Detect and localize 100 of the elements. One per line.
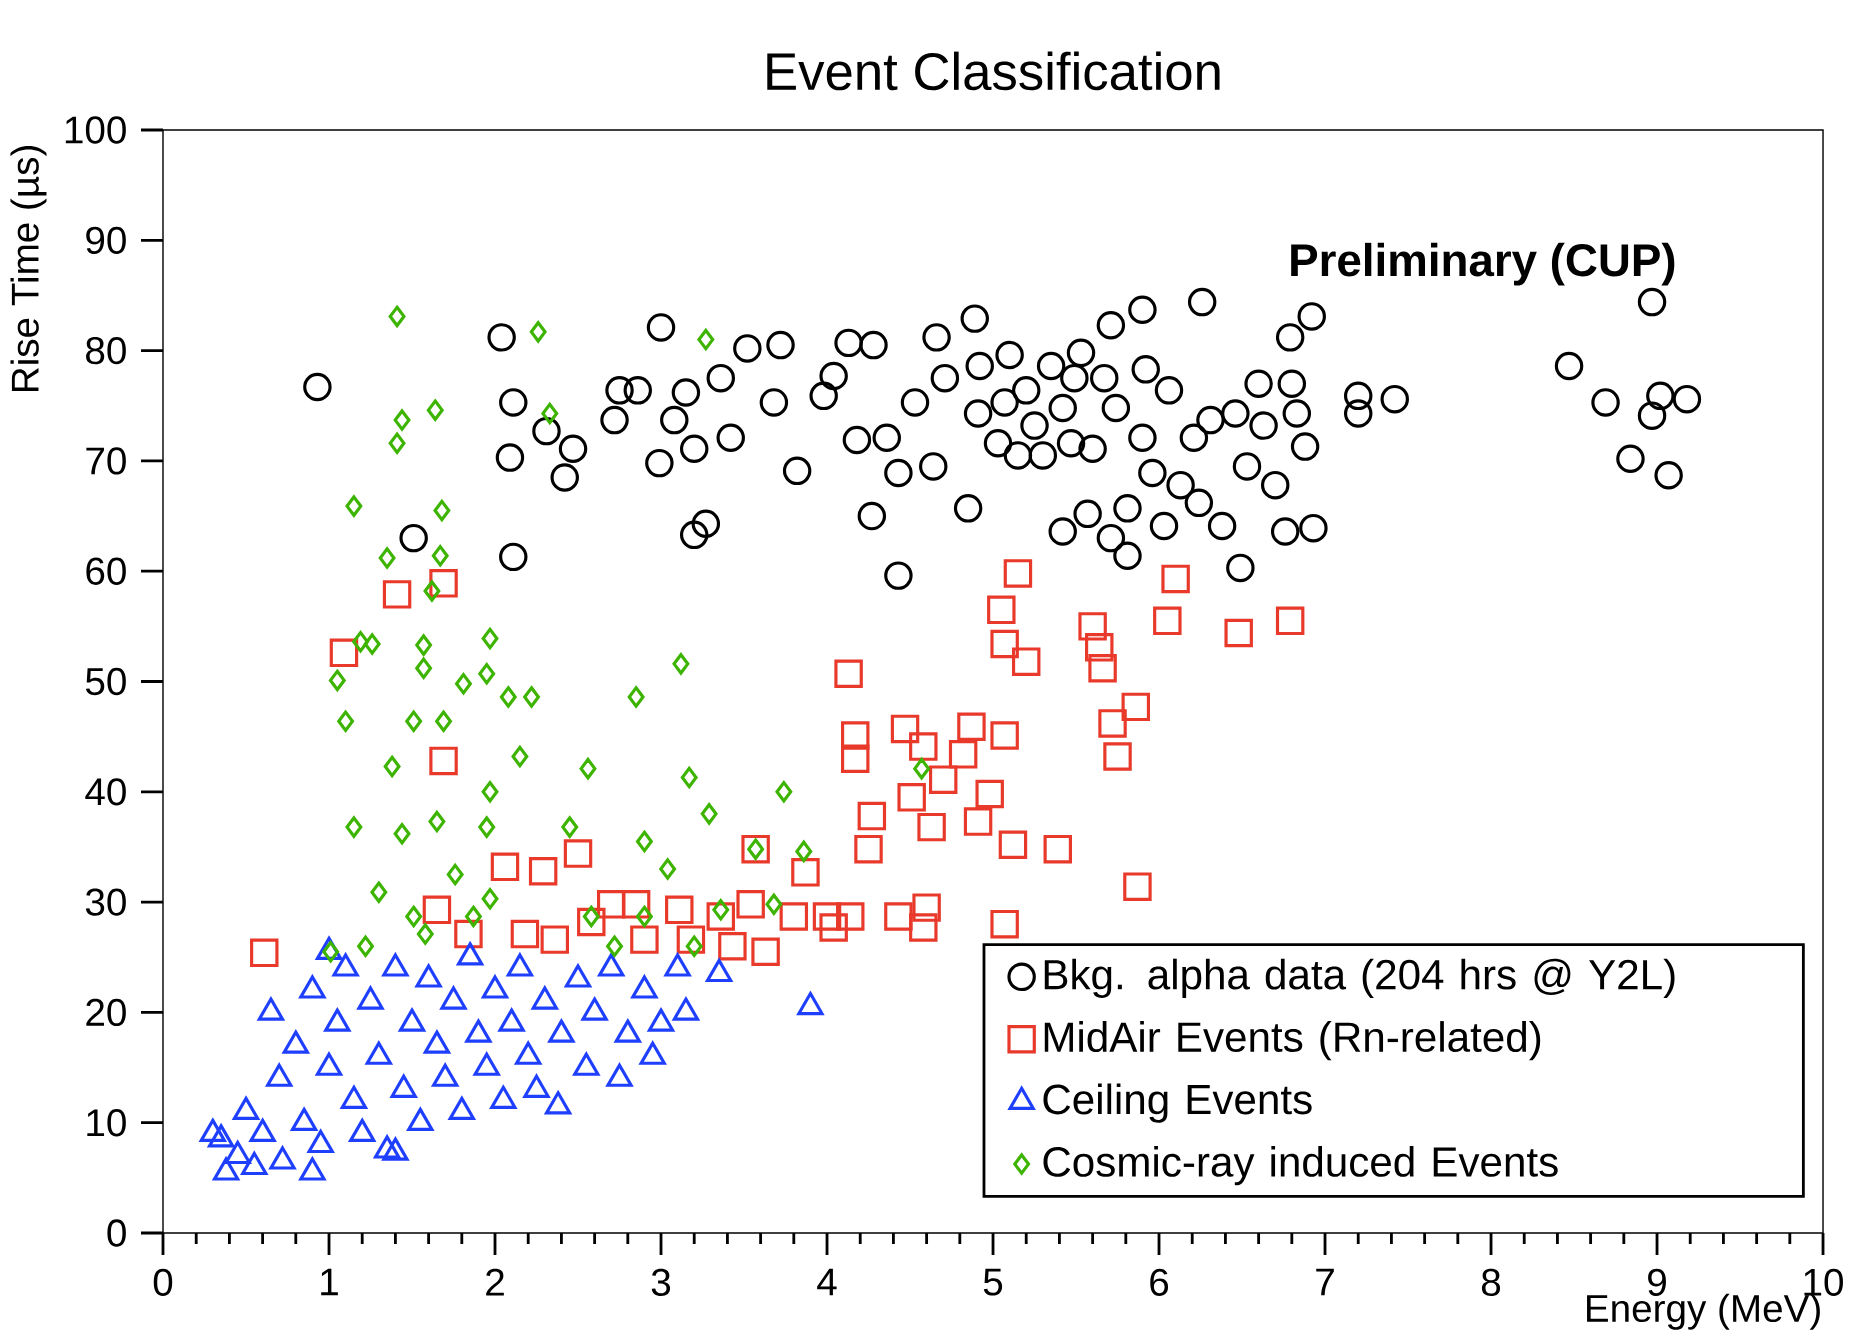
point	[388, 432, 406, 454]
point	[266, 1063, 293, 1087]
point	[415, 964, 442, 988]
point	[664, 953, 691, 977]
point	[307, 1129, 334, 1154]
point	[382, 1137, 409, 1161]
point	[257, 997, 285, 1021]
y-tick-label: 20	[86, 998, 126, 1027]
point	[232, 1096, 260, 1120]
x-tick-label: 2	[486, 1268, 504, 1296]
x-tick-label: 4	[817, 1268, 837, 1296]
point	[627, 686, 645, 708]
point	[490, 1085, 517, 1109]
y-tick-label: 50	[85, 667, 126, 696]
x-tick-label: 6	[1150, 1268, 1169, 1296]
point	[315, 1052, 343, 1076]
point	[455, 673, 472, 695]
point	[775, 781, 793, 803]
point	[498, 1008, 525, 1032]
point	[357, 986, 384, 1010]
point	[473, 1052, 500, 1076]
point	[561, 816, 579, 838]
x-tick-label: 1	[321, 1268, 338, 1296]
legend-label: Cosmic-ray induced Events	[1043, 1145, 1558, 1186]
y-tick-label: 30	[85, 888, 126, 916]
point	[506, 953, 534, 977]
point	[415, 657, 433, 679]
point	[433, 499, 451, 522]
point	[370, 881, 388, 903]
point	[415, 634, 433, 656]
point	[544, 1091, 572, 1115]
point	[207, 1124, 235, 1148]
point	[523, 686, 540, 708]
x-tick-label: 5	[983, 1268, 1003, 1296]
point	[456, 942, 484, 966]
point	[573, 1052, 600, 1076]
point	[431, 545, 449, 567]
point	[373, 1135, 401, 1159]
point	[598, 953, 625, 977]
point	[383, 755, 401, 778]
point	[290, 1107, 318, 1131]
point	[352, 631, 369, 653]
point	[548, 1019, 575, 1043]
point	[913, 757, 931, 780]
point	[481, 627, 499, 650]
point	[635, 830, 653, 853]
point	[363, 633, 381, 655]
point	[581, 997, 608, 1021]
point	[672, 997, 700, 1021]
point	[249, 1118, 276, 1142]
point	[212, 1157, 240, 1181]
point	[393, 823, 411, 845]
point	[564, 964, 592, 988]
point	[795, 840, 813, 863]
point	[680, 766, 698, 789]
point	[440, 986, 467, 1010]
point	[531, 986, 558, 1010]
point	[241, 1151, 268, 1176]
point	[631, 975, 658, 999]
point	[797, 991, 824, 1016]
y-tick-label: 80	[86, 336, 126, 365]
point	[324, 1008, 351, 1032]
point	[428, 810, 446, 833]
y-tick-label: 0	[107, 1219, 126, 1247]
point	[390, 1074, 417, 1098]
point	[659, 858, 677, 880]
x-tick-label: 0	[153, 1268, 173, 1296]
legend-label: Bkg. alpha data (204 hrs @ Y2L)	[1044, 958, 1675, 998]
y-tick-label: 10	[87, 1109, 126, 1137]
y-tick-label: 70	[86, 447, 126, 475]
point	[478, 816, 496, 838]
y-tick-label: 40	[85, 778, 126, 806]
x-tick-label: 9	[1648, 1268, 1666, 1296]
legend-label: Ceiling Events	[1043, 1083, 1312, 1123]
point	[705, 958, 733, 983]
point	[378, 547, 396, 569]
x-tick-label: 8	[1481, 1268, 1501, 1296]
y-tick-label: 60	[86, 557, 126, 585]
x-tick-label: 7	[1316, 1268, 1334, 1296]
point	[647, 1008, 675, 1032]
point	[639, 1041, 666, 1065]
y-axis-title: Rise Time (µs)	[10, 146, 47, 392]
legend-label: MidAir Events (Rn-related)	[1044, 1021, 1541, 1061]
point	[382, 953, 409, 977]
point	[299, 975, 326, 999]
point	[365, 1041, 392, 1065]
point	[199, 1118, 226, 1142]
point	[407, 1107, 434, 1131]
point	[282, 1030, 309, 1054]
point	[328, 669, 346, 692]
point	[511, 745, 529, 768]
point	[478, 663, 496, 685]
point	[269, 1146, 296, 1170]
point	[523, 1074, 550, 1098]
point	[398, 1008, 426, 1032]
y-tick-label: 100	[65, 116, 126, 144]
annotation: Preliminary (CUP)	[1291, 242, 1675, 286]
point	[606, 1063, 633, 1087]
point	[579, 757, 597, 780]
point	[345, 495, 363, 517]
